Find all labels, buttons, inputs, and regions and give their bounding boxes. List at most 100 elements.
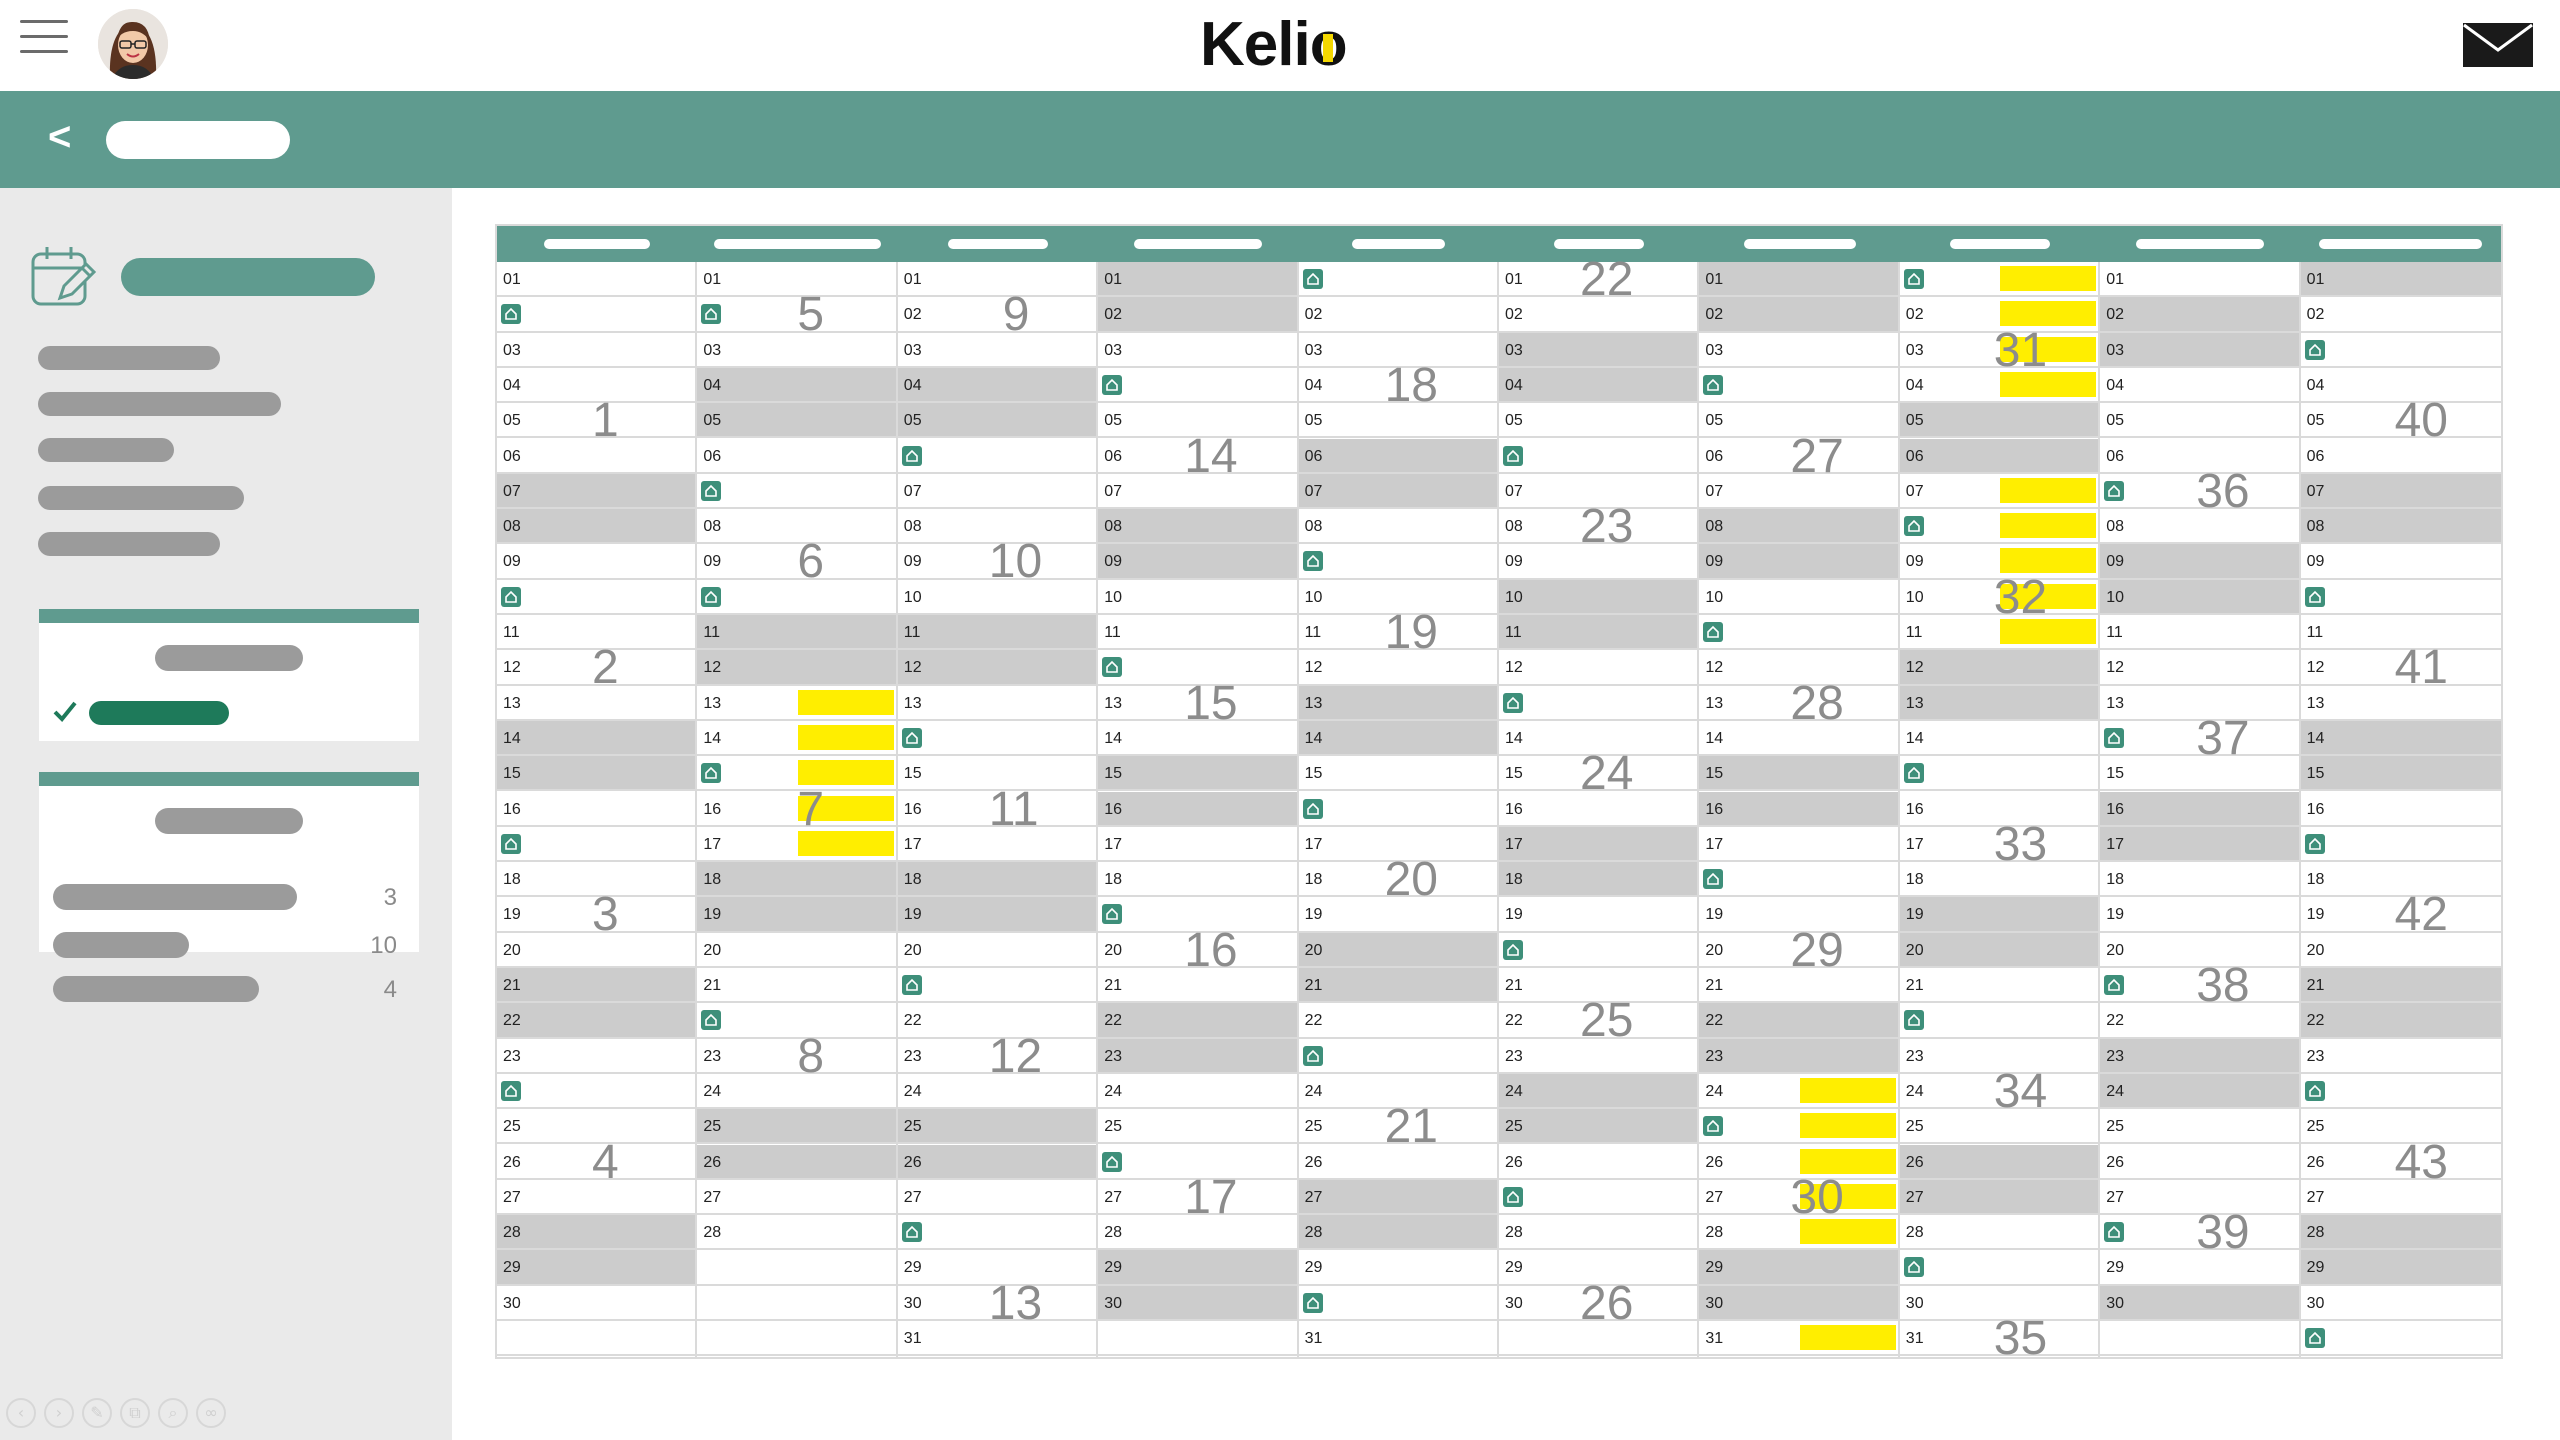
day-cell[interactable]: 20 [1899,932,2099,968]
day-cell[interactable]: 09 [1699,544,1898,580]
day-cell[interactable]: 01 [1499,262,1698,298]
day-cell[interactable]: 19 [1899,897,2099,933]
day-cell[interactable]: 31 [1899,1321,2099,1357]
day-cell[interactable]: 02 [897,297,1097,333]
day-cell[interactable]: 23 [497,1039,696,1074]
day-cell[interactable]: 18 [1298,862,1497,898]
day-cell[interactable]: 05 [1499,403,1698,439]
user-avatar[interactable] [98,9,168,79]
day-cell[interactable]: 07 [1899,474,2099,510]
day-cell[interactable]: 15 [2100,756,2299,792]
day-cell[interactable]: 24 [1499,1073,1698,1110]
back-button[interactable]: < [48,115,72,159]
day-cell[interactable]: 28 [1499,1215,1698,1251]
day-cell[interactable]: 03 [1499,332,1698,368]
day-cell[interactable]: 13 [897,686,1097,721]
day-cell[interactable] [1699,862,1898,898]
day-cell[interactable] [1699,368,1898,404]
day-cell[interactable]: 31 [1699,1321,1898,1357]
day-cell[interactable]: 13 [2300,686,2501,721]
day-cell[interactable]: 31 [1298,1321,1497,1357]
day-cell[interactable]: 01 [897,262,1097,298]
selected-filter-option[interactable] [89,701,229,725]
day-cell[interactable]: 26 [2300,1145,2501,1180]
day-cell[interactable]: 08 [697,509,896,545]
day-cell[interactable]: 05 [1699,403,1898,439]
day-cell[interactable]: 03 [497,333,696,368]
day-cell[interactable]: 17 [1098,827,1297,863]
day-cell[interactable] [697,474,896,510]
day-cell[interactable]: 03 [1298,333,1497,368]
day-cell[interactable]: 27 [1699,1180,1898,1216]
day-cell[interactable]: 09 [1499,544,1698,580]
day-cell[interactable] [1499,933,1698,968]
day-cell[interactable]: 25 [497,1109,696,1145]
day-cell[interactable] [497,827,696,863]
day-cell[interactable]: 28 [1699,1215,1898,1251]
day-cell[interactable]: 21 [2300,968,2501,1004]
day-cell[interactable]: 20 [897,933,1097,968]
day-cell[interactable]: 17 [1899,827,2099,863]
day-cell[interactable]: 07 [1098,474,1297,510]
day-cell[interactable]: 03 [1899,333,2099,368]
pen-icon[interactable]: ✎ [82,1398,112,1428]
day-cell[interactable]: 05 [1098,403,1297,439]
day-cell[interactable]: 22 [2100,1003,2299,1039]
day-cell[interactable]: 10 [2100,579,2299,615]
day-cell[interactable]: 12 [497,650,696,686]
day-cell[interactable]: 01 [497,262,696,298]
previous-icon[interactable]: ‹ [6,1398,36,1428]
day-cell[interactable]: 29 [1098,1250,1297,1286]
day-cell[interactable]: 24 [1098,1074,1297,1110]
day-cell[interactable]: 26 [1499,1145,1698,1180]
day-cell[interactable]: 28 [1298,1215,1497,1251]
day-cell[interactable]: 20 [2300,933,2501,968]
day-cell[interactable]: 24 [1899,1074,2099,1110]
day-cell[interactable]: 08 [497,509,696,545]
day-cell[interactable] [1499,1180,1698,1216]
day-cell[interactable]: 01 [1098,262,1297,298]
day-cell[interactable]: 09 [2100,544,2299,580]
day-cell[interactable]: 03 [897,333,1097,368]
day-cell[interactable]: 29 [1499,1250,1698,1286]
day-cell[interactable]: 25 [1499,1109,1698,1145]
day-cell[interactable]: 11 [1298,615,1497,651]
day-cell[interactable]: 15 [1098,756,1297,792]
day-cell[interactable]: 27 [497,1180,696,1216]
day-cell[interactable]: 03 [1098,333,1297,368]
day-cell[interactable]: 23 [1699,1038,1898,1074]
sidebar-item-5[interactable] [38,532,220,556]
day-cell[interactable] [2100,721,2299,757]
day-cell[interactable]: 30 [1098,1285,1297,1321]
day-cell[interactable] [1899,262,2099,298]
day-cell[interactable] [2300,580,2501,615]
day-cell[interactable]: 22 [497,1003,696,1039]
zoom-icon[interactable]: ⌕ [158,1398,188,1428]
day-cell[interactable]: 21 [1899,968,2099,1004]
day-cell[interactable]: 11 [497,615,696,651]
day-cell[interactable] [2300,1321,2501,1357]
day-cell[interactable]: 17 [897,827,1097,863]
day-cell[interactable]: 26 [1899,1144,2099,1180]
day-cell[interactable]: 03 [697,333,896,368]
day-cell[interactable]: 10 [1499,579,1698,615]
day-cell[interactable] [497,1074,696,1110]
day-cell[interactable] [1899,756,2099,792]
day-cell[interactable]: 14 [2300,720,2501,757]
day-cell[interactable]: 23 [1098,1038,1297,1074]
day-cell[interactable]: 06 [1899,438,2099,474]
day-cell[interactable]: 16 [1098,791,1297,827]
day-cell[interactable]: 15 [1699,756,1898,792]
day-cell[interactable] [697,580,896,615]
day-cell[interactable] [697,297,896,333]
day-cell[interactable]: 17 [697,827,896,863]
day-cell[interactable]: 24 [1699,1074,1898,1110]
day-cell[interactable]: 10 [1899,580,2099,615]
day-cell[interactable]: 21 [1699,968,1898,1004]
day-cell[interactable]: 18 [2300,862,2501,898]
day-cell[interactable]: 02 [1899,297,2099,333]
day-cell[interactable]: 11 [1499,615,1698,651]
more-icon[interactable]: ∞ [196,1398,226,1428]
day-cell[interactable] [497,580,696,615]
day-cell[interactable]: 02 [2100,297,2299,333]
